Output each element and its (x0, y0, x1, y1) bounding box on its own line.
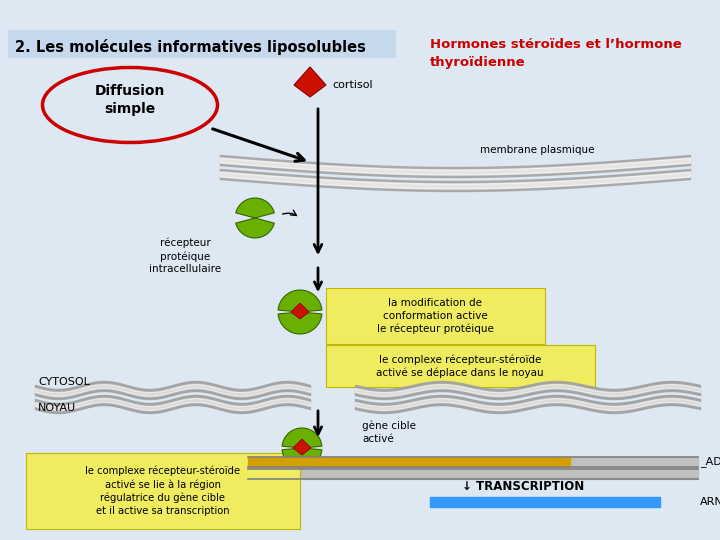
Wedge shape (278, 290, 322, 312)
Polygon shape (291, 303, 309, 319)
Text: CYTOSOL: CYTOSOL (38, 377, 90, 387)
FancyBboxPatch shape (326, 345, 595, 387)
Text: Hormones stéroïdes et l’hormone
thyroïdienne: Hormones stéroïdes et l’hormone thyroïdi… (430, 38, 682, 69)
Polygon shape (293, 439, 311, 455)
Wedge shape (282, 428, 322, 448)
Wedge shape (282, 448, 322, 468)
Text: membrane plasmique: membrane plasmique (480, 145, 595, 155)
Text: _ADN: _ADN (700, 456, 720, 468)
Text: ARN: ARN (700, 497, 720, 507)
Text: le complexe récepteur-stéroïde
activé se lie à la région
régulatrice du gène cib: le complexe récepteur-stéroïde activé se… (86, 466, 240, 516)
Polygon shape (294, 67, 326, 97)
Text: ↓ TRANSCRIPTION: ↓ TRANSCRIPTION (462, 481, 584, 494)
FancyBboxPatch shape (326, 288, 545, 344)
Text: récepteur
protéique
intracellulaire: récepteur protéique intracellulaire (149, 238, 221, 274)
Text: la modification de
conformation active
le récepteur protéique: la modification de conformation active l… (377, 298, 493, 334)
Text: gène cible
activé: gène cible activé (362, 420, 416, 444)
FancyBboxPatch shape (26, 453, 300, 529)
Ellipse shape (42, 68, 217, 143)
Wedge shape (278, 312, 322, 334)
Wedge shape (235, 198, 274, 218)
FancyBboxPatch shape (8, 30, 396, 58)
Text: 2. Les molécules informatives liposolubles: 2. Les molécules informatives liposolubl… (15, 39, 366, 55)
Text: cortisol: cortisol (332, 80, 373, 90)
Wedge shape (235, 218, 274, 238)
Text: le complexe récepteur-stéroïde
activé se déplace dans le noyau: le complexe récepteur-stéroïde activé se… (376, 354, 544, 378)
Text: NOYAU: NOYAU (38, 403, 76, 413)
Text: Diffusion
simple: Diffusion simple (95, 84, 165, 116)
